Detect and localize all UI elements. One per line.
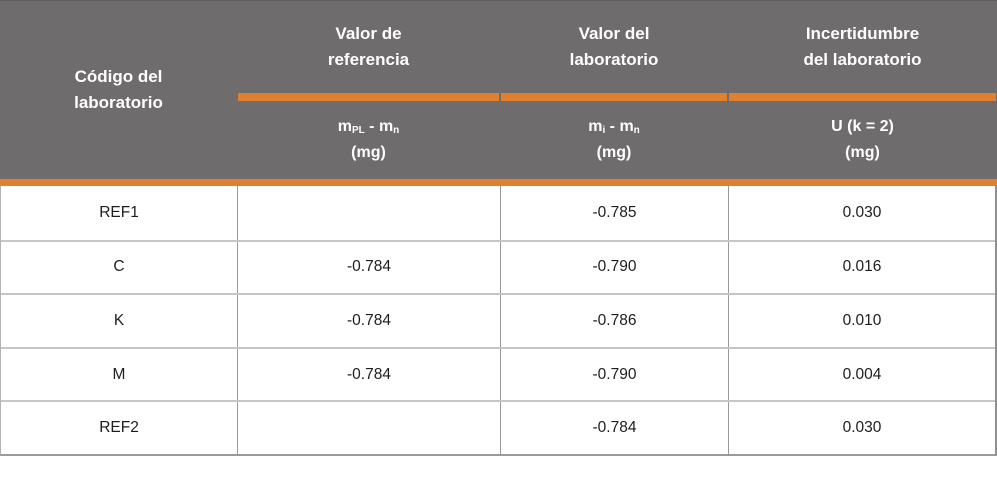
- cell-uncertainty: 0.004: [728, 348, 995, 401]
- table-header: Código del laboratorio Valor de referenc…: [0, 1, 997, 186]
- cell-reference: [237, 186, 500, 240]
- header-label-incertidumbre: Incertidumbre del laboratorio: [803, 23, 922, 69]
- header-cell-valor-laboratorio: Valor del laboratorio mi - mn (mg): [500, 1, 728, 179]
- cell-reference: -0.784: [237, 241, 500, 294]
- cell-lab-value: -0.790: [500, 241, 728, 294]
- cell-code: M: [112, 365, 126, 383]
- lab-comparison-table: Código del laboratorio Valor de referenc…: [0, 0, 997, 456]
- table-row: C -0.784 -0.790 0.016: [1, 239, 995, 294]
- formula-lab-value: mi - mn: [588, 118, 640, 137]
- cell-reference: -0.784: [237, 295, 500, 347]
- unit-label: (mg): [845, 144, 880, 161]
- cell-uncertainty: 0.030: [728, 402, 995, 454]
- orange-divider: [238, 93, 499, 101]
- header-cell-codigo: Código del laboratorio: [0, 1, 237, 179]
- table-row: M -0.784 -0.790 0.004: [1, 346, 995, 401]
- formula-uncertainty: U (k = 2): [831, 118, 894, 136]
- header-label-valor-laboratorio: Valor del laboratorio: [569, 23, 659, 69]
- header-sub-uncertainty: U (k = 2) (mg): [728, 101, 997, 179]
- cell-uncertainty: 0.016: [728, 241, 995, 294]
- header-label-codigo: Código del laboratorio: [74, 66, 163, 112]
- cell-code: C: [113, 258, 125, 276]
- formula-reference: mPL - mn: [337, 118, 400, 137]
- cell-lab-value: -0.784: [500, 402, 728, 454]
- header-label-valor-referencia: Valor de referencia: [327, 23, 410, 69]
- orange-divider: [501, 93, 727, 101]
- orange-divider: [729, 93, 996, 101]
- table-body: REF1 -0.785 0.030 C -0.784 -0.790 0.016 …: [0, 186, 997, 456]
- header-cell-incertidumbre: Incertidumbre del laboratorio U (k = 2) …: [728, 1, 997, 179]
- cell-code: REF1: [99, 203, 139, 221]
- unit-label: (mg): [351, 144, 386, 161]
- cell-lab-value: -0.790: [500, 348, 728, 401]
- cell-reference: -0.784: [237, 348, 500, 401]
- cell-uncertainty: 0.010: [728, 295, 995, 347]
- table-row: REF2 -0.784 0.030: [1, 400, 995, 454]
- cell-uncertainty: 0.030: [728, 186, 995, 240]
- table-row: K -0.784 -0.786 0.010: [1, 293, 995, 347]
- header-cell-valor-referencia: Valor de referencia mPL - mn (mg): [237, 1, 500, 179]
- header-sub-lab-value: mi - mn (mg): [500, 101, 728, 179]
- table-row: REF1 -0.785 0.030: [1, 186, 995, 240]
- unit-label: (mg): [596, 144, 632, 161]
- cell-code: K: [113, 311, 125, 329]
- cell-lab-value: -0.786: [500, 295, 728, 347]
- cell-lab-value: -0.785: [500, 186, 728, 240]
- cell-code: REF2: [99, 419, 139, 437]
- header-sub-reference: mPL - mn (mg): [237, 101, 500, 179]
- cell-reference: [237, 402, 500, 454]
